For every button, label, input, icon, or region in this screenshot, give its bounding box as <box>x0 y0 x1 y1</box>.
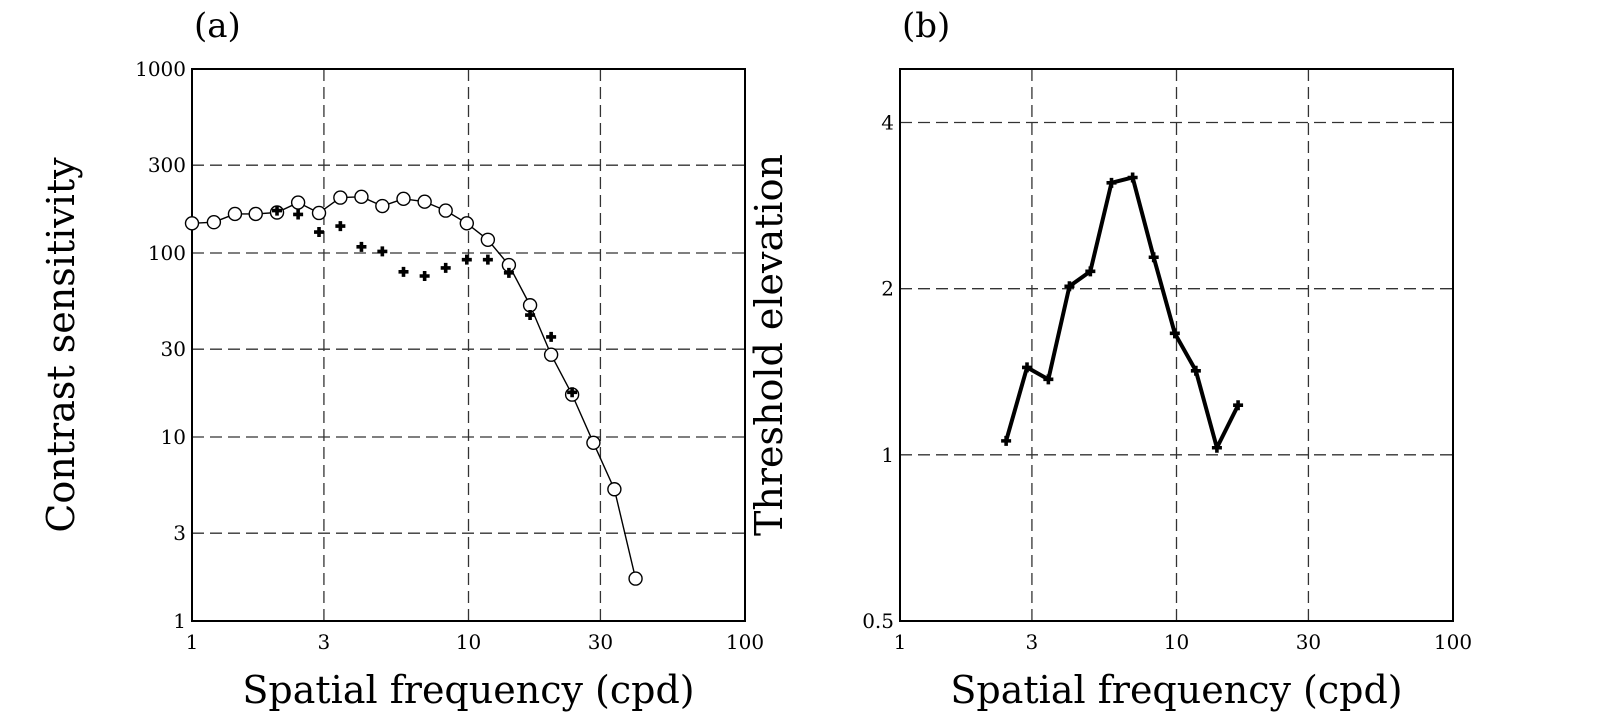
panel-label: (a) <box>194 6 241 46</box>
plot-frame <box>899 68 1454 622</box>
data-point-circle <box>333 190 348 205</box>
data-point-cross <box>314 227 325 238</box>
data-point-circle <box>248 206 263 222</box>
data-point-circle <box>227 206 243 222</box>
data-point-cross <box>1001 435 1012 446</box>
data-point-circle <box>459 216 475 231</box>
y-tick-label: 100 <box>148 241 186 265</box>
plot-frame <box>191 68 746 622</box>
data-point-cross <box>1211 442 1222 453</box>
data-point-cross <box>293 209 304 220</box>
data-point-cross <box>272 205 283 216</box>
y-axis-label: Contrast sensitivity <box>39 157 83 533</box>
x-tick-label: 3 <box>318 630 331 654</box>
data-point-cross <box>1148 252 1159 263</box>
y-tick-label: 30 <box>161 337 186 361</box>
y-tick-label: 10 <box>161 425 186 449</box>
data-point-circle <box>438 203 453 218</box>
data-point-circle <box>375 198 390 214</box>
y-axis-label: Threshold elevation <box>747 154 791 536</box>
data-point-cross <box>1127 172 1138 183</box>
data-point-circle <box>396 191 411 207</box>
data-point-circle <box>543 347 559 362</box>
data-point-cross <box>503 267 514 278</box>
data-point-cross <box>440 262 451 273</box>
x-tick-label: 3 <box>1026 630 1039 654</box>
data-point-cross <box>419 270 430 281</box>
x-tick-label: 1 <box>894 630 907 654</box>
data-point-cross <box>482 254 493 265</box>
data-point-cross <box>1022 362 1033 373</box>
data-point-cross <box>335 221 346 232</box>
data-point-cross <box>398 266 409 277</box>
x-tick-label: 10 <box>1164 630 1189 654</box>
y-tick-label: 1000 <box>135 57 186 81</box>
series-2 <box>272 205 578 398</box>
x-tick-label: 30 <box>588 630 613 654</box>
y-tick-label: 1 <box>881 443 894 467</box>
y-tick-label: 3 <box>173 521 186 545</box>
panel-a: 1 3 10 30 100 1 3 10 30 100 300 1000 Spatial frequen… <box>39 6 764 712</box>
y-tick-label: 2 <box>881 277 894 301</box>
data-point-circle <box>417 194 432 209</box>
series-line <box>1004 175 1240 450</box>
x-tick-label: 100 <box>1434 630 1472 654</box>
series-line <box>191 196 637 579</box>
data-point-circle <box>480 232 496 247</box>
data-point-cross <box>356 241 367 252</box>
data-point-cross <box>1233 400 1244 411</box>
x-tick-label: 1 <box>186 630 199 654</box>
data-point-cross <box>1190 365 1201 376</box>
data-point-circle <box>628 571 643 586</box>
series-1 <box>1001 172 1244 453</box>
y-tick-label: 1 <box>173 609 186 633</box>
x-tick-label: 10 <box>456 630 481 654</box>
data-point-cross <box>567 387 578 398</box>
y-tick-label: 4 <box>881 110 894 134</box>
data-point-circle <box>607 482 622 497</box>
data-point-circle <box>586 435 601 450</box>
data-point-cross <box>1064 281 1075 292</box>
data-point-circle <box>290 195 306 210</box>
data-point-circle <box>354 189 369 205</box>
x-axis-label: Spatial frequency (cpd) <box>950 668 1402 712</box>
data-point-cross <box>377 246 388 257</box>
y-tick-label: 300 <box>148 153 186 177</box>
data-point-cross <box>525 310 536 321</box>
data-point-circle <box>311 205 327 221</box>
x-tick-label: 100 <box>726 630 764 654</box>
data-point-cross <box>1169 328 1180 339</box>
x-tick-label: 30 <box>1296 630 1321 654</box>
panel-label: (b) <box>902 6 950 46</box>
data-point-cross <box>1043 374 1054 385</box>
data-point-circle <box>184 216 200 231</box>
data-point-circle <box>206 215 222 230</box>
y-tick-label: 0.5 <box>862 609 894 633</box>
data-point-cross <box>546 331 557 342</box>
data-point-cross <box>461 254 472 265</box>
data-point-cross <box>1085 266 1096 277</box>
data-point-circle <box>522 298 538 313</box>
data-point-cross <box>1106 177 1117 188</box>
x-axis-label: Spatial frequency (cpd) <box>242 668 694 712</box>
